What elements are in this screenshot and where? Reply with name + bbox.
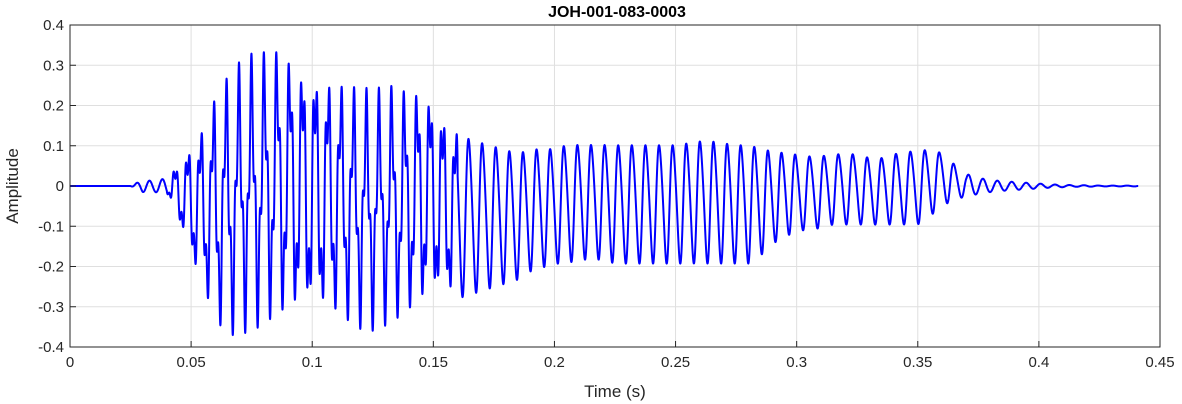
y-tick-label: -0.4 (38, 339, 64, 356)
y-tick-label: 0.2 (43, 98, 64, 115)
y-tick-label: -0.2 (38, 259, 64, 276)
y-tick-label: 0.1 (43, 138, 64, 155)
x-tick-label: 0.05 (177, 354, 206, 371)
x-tick-label: 0 (66, 354, 74, 371)
x-tick-label: 0.1 (302, 354, 323, 371)
waveform-line (69, 51, 1140, 337)
x-tick-label: 0.25 (661, 354, 690, 371)
x-tick-label: 0.4 (1028, 354, 1049, 371)
x-axis-label: Time (s) (584, 382, 646, 401)
y-tick-label: -0.3 (38, 299, 64, 316)
x-axis-ticks: 0 0.05 0.1 0.15 0.2 0.25 0.3 0.35 0.4 0.45 (66, 341, 1175, 371)
y-axis-label: Amplitude (3, 148, 22, 224)
x-tick-label: 0.15 (419, 354, 448, 371)
x-tick-label: 0.3 (786, 354, 807, 371)
y-axis-ticks: -0.4 -0.3 -0.2 -0.1 0 0.1 0.2 0.3 0.4 (38, 17, 76, 356)
y-tick-label: 0 (56, 178, 64, 195)
x-tick-label: 0.2 (544, 354, 565, 371)
x-tick-label: 0.35 (903, 354, 932, 371)
x-tick-label: 0.45 (1145, 354, 1174, 371)
y-tick-label: -0.1 (38, 218, 64, 235)
y-tick-label: 0.3 (43, 57, 64, 74)
plot-area (69, 24, 1161, 348)
waveform-series (69, 51, 1140, 337)
y-tick-label: 0.4 (43, 17, 64, 34)
chart-title: JOH-001-083-0003 (548, 4, 686, 21)
